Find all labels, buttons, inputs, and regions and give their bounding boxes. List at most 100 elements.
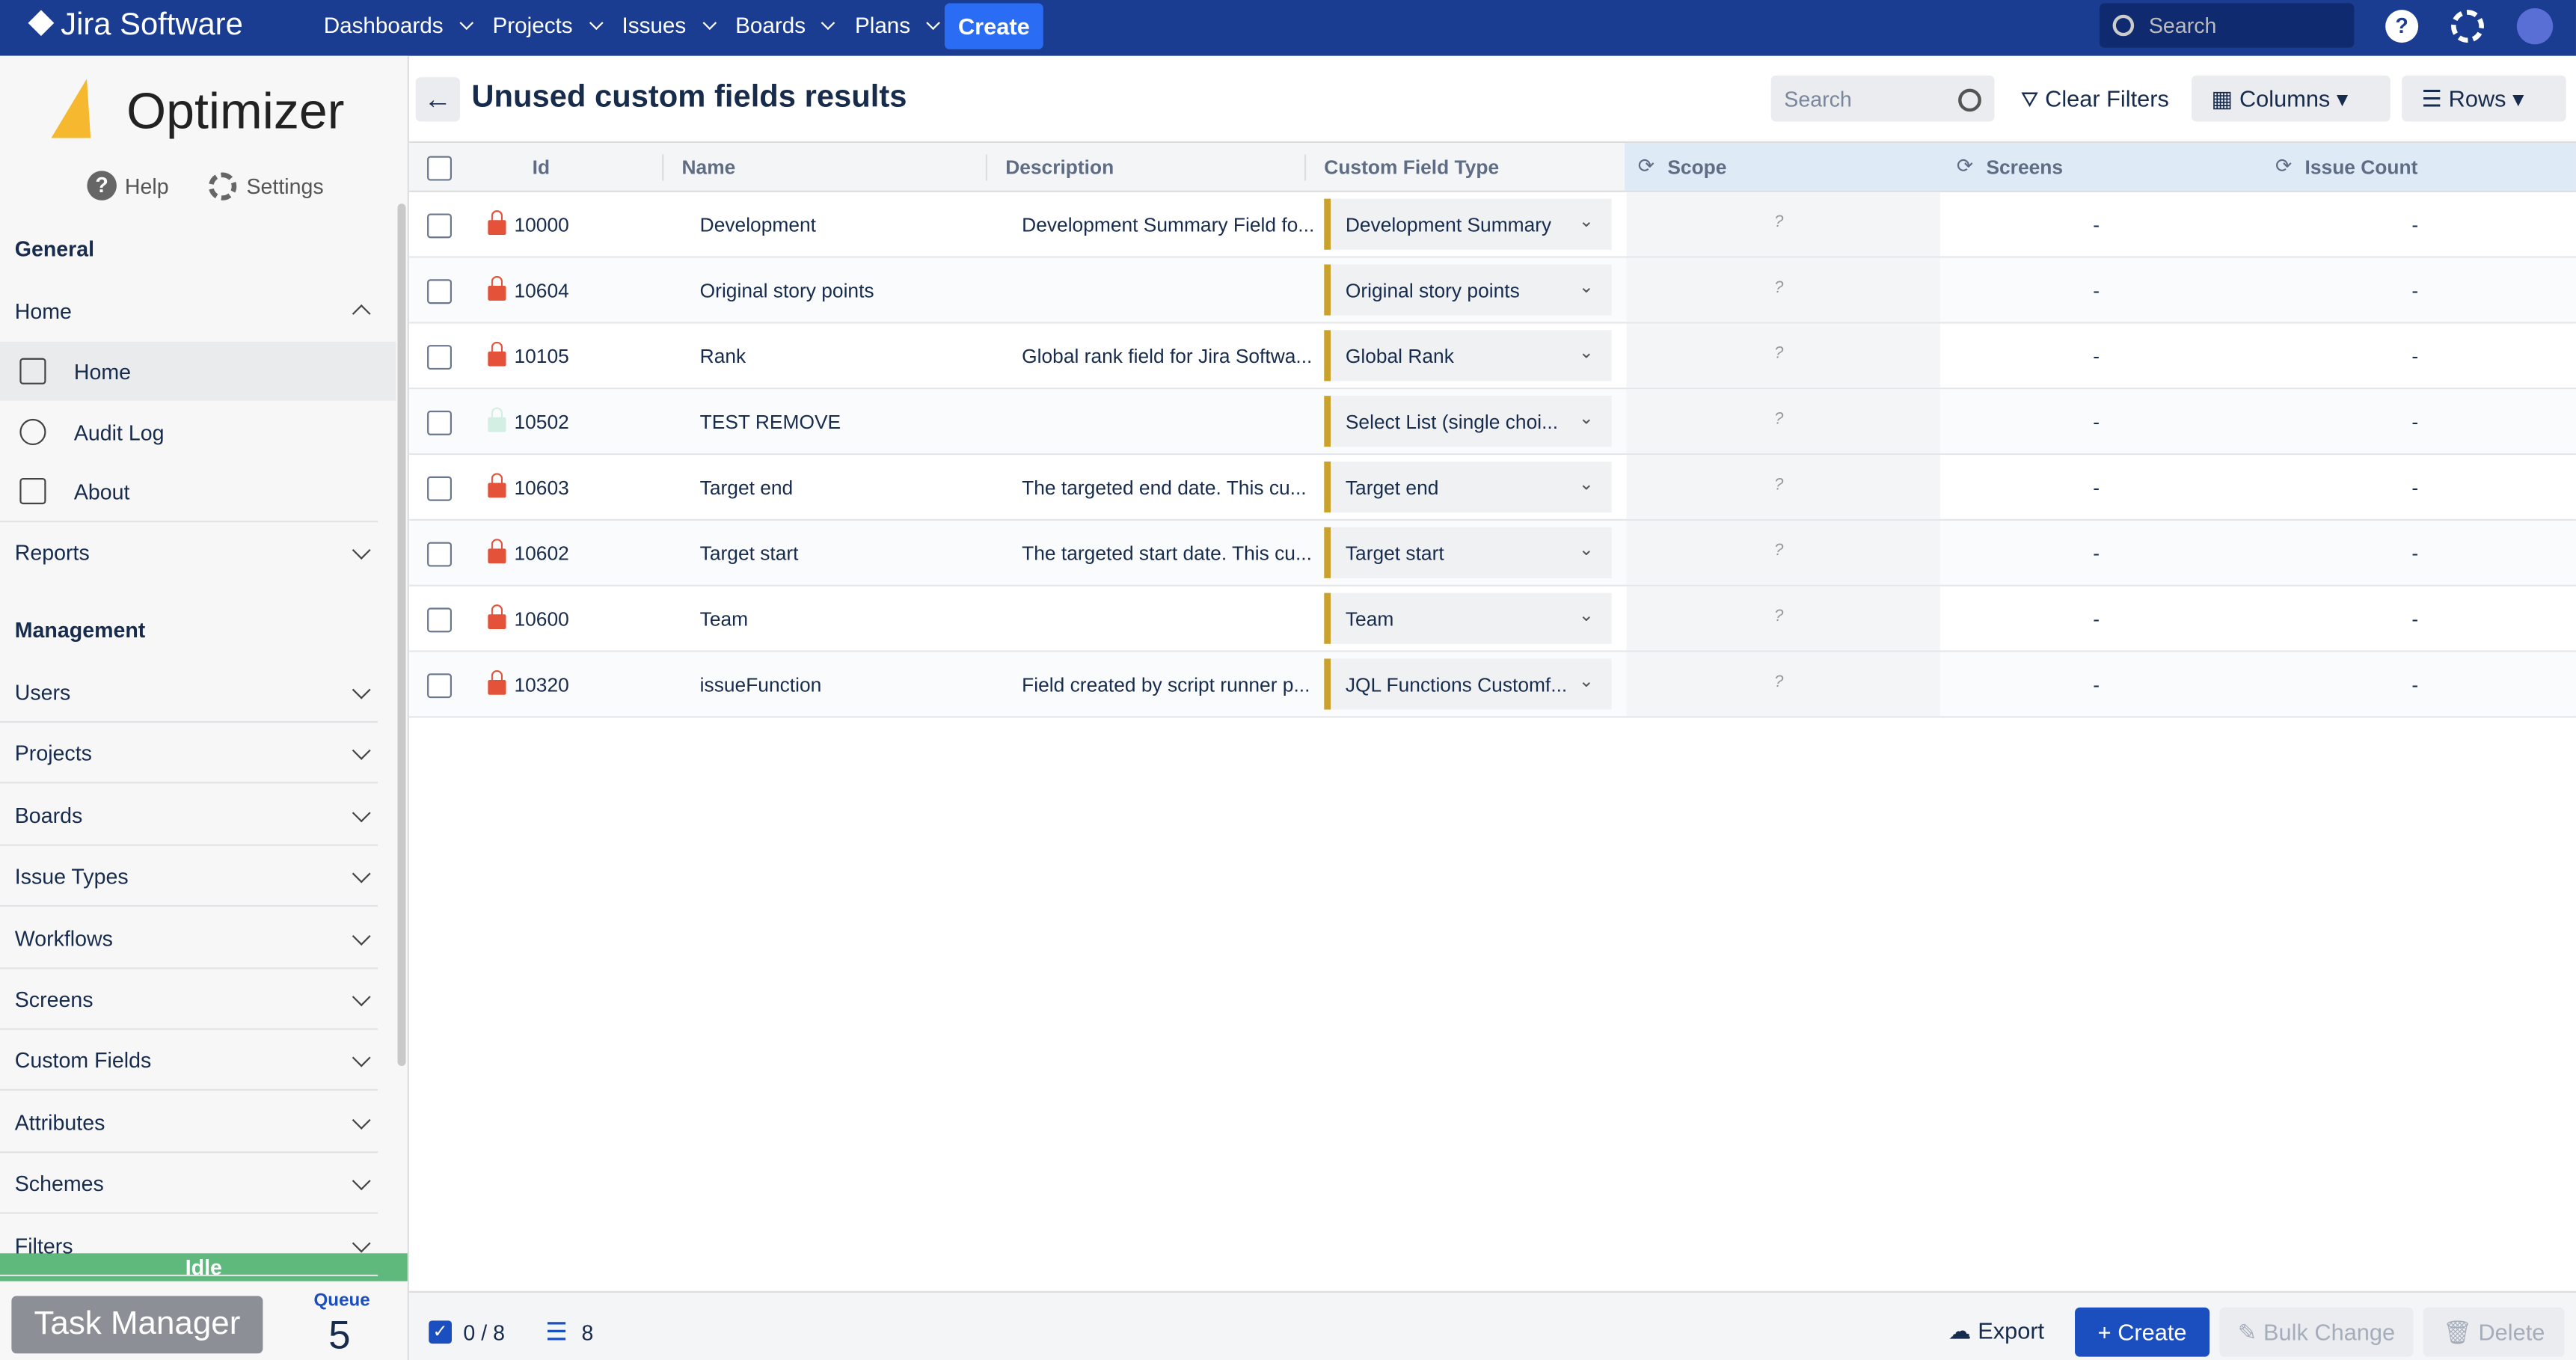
status-bar: Idle [0, 1253, 408, 1281]
search-box[interactable]: Search [2099, 3, 2355, 48]
row-checkbox[interactable] [427, 673, 453, 699]
type-chevron: ⌄ [1578, 474, 1594, 494]
type-select[interactable] [1324, 198, 1612, 250]
cell: ? [1774, 607, 1784, 626]
type-select[interactable] [1324, 527, 1612, 578]
nav-item[interactable]: Users [14, 680, 71, 705]
nav-menu-item[interactable]: Issues [622, 13, 687, 38]
nav-menu-item[interactable]: Projects [492, 13, 573, 38]
help-link[interactable]: Help [124, 174, 169, 199]
create-button[interactable]: Create [944, 3, 1043, 49]
lock-shackle [491, 604, 503, 616]
type-select[interactable] [1324, 461, 1612, 513]
column-header[interactable]: Id [532, 156, 551, 180]
delete-button[interactable]: 🗑 Delete [2423, 1307, 2565, 1357]
cell: - [2093, 279, 2100, 303]
nav-menu-item[interactable]: Plans [854, 13, 911, 38]
row-checkbox[interactable] [427, 542, 453, 567]
queue-label: Queue [313, 1290, 370, 1311]
type-chevron: ⌄ [1578, 672, 1594, 692]
row-checkbox[interactable] [427, 410, 453, 435]
settings-link[interactable]: Settings [246, 174, 324, 199]
cell: issueFunction [699, 673, 822, 696]
cell: 10603 [514, 476, 569, 500]
select-all[interactable] [427, 156, 453, 181]
column-header[interactable]: Screens [1986, 156, 2064, 180]
nav-item[interactable]: Workflows [14, 925, 113, 951]
scope-bg [1626, 389, 1940, 454]
footer: ✓ 0 / 8 ☰ 8 ☁ Export + Create ✎ Bulk Cha… [408, 1290, 2576, 1360]
scope-bg [1626, 192, 1940, 257]
column-header[interactable]: Description [1005, 156, 1114, 180]
column-header[interactable]: Name [681, 156, 736, 180]
logo [28, 10, 55, 37]
type-select[interactable] [1324, 396, 1612, 447]
row-checkbox[interactable] [427, 279, 453, 304]
nav-item[interactable]: Projects [14, 741, 92, 767]
cell: - [2093, 476, 2100, 500]
row-checkbox[interactable] [427, 345, 453, 370]
table-search[interactable]: Search [1770, 76, 1995, 122]
cell: 10000 [514, 213, 569, 237]
rows-button[interactable]: ☰ Rows ▾ [2402, 76, 2566, 122]
nav-item[interactable]: Screens [14, 987, 93, 1012]
type-select[interactable] [1324, 264, 1612, 316]
column-divider [985, 154, 988, 181]
nav-item[interactable]: Reports [14, 540, 90, 566]
column-header[interactable]: Issue Count [2304, 156, 2418, 180]
row-checkbox[interactable] [427, 607, 453, 633]
cell: - [2411, 476, 2419, 500]
avatar[interactable] [2516, 7, 2554, 45]
column-header[interactable]: Scope [1667, 156, 1727, 180]
sep [0, 967, 378, 969]
cell: Target start [699, 542, 799, 566]
task-manager-button[interactable]: Task Manager [11, 1296, 263, 1354]
nav-menu-item[interactable]: Dashboards [323, 13, 444, 38]
nav-menu-item[interactable]: Boards [735, 13, 806, 38]
row-checkbox[interactable] [427, 213, 453, 239]
help-icon[interactable]: ? [2385, 10, 2419, 43]
column-header[interactable]: Custom Field Type [1324, 156, 1500, 180]
columns-button[interactable]: ▦ Columns ▾ [2191, 76, 2391, 122]
nav-subitem[interactable]: Home [73, 359, 132, 385]
nav-item[interactable]: Boards [14, 803, 83, 828]
total-count: 8 [581, 1320, 594, 1346]
nav-item[interactable]: Filters [14, 1233, 73, 1258]
nav-item[interactable]: Custom Fields [14, 1048, 152, 1073]
cell: - [2093, 673, 2100, 696]
type-chevron: ⌄ [1578, 606, 1594, 626]
search-icon [1958, 88, 1981, 112]
chevron [352, 541, 371, 560]
section-heading: General [14, 236, 95, 262]
sep [0, 1273, 378, 1276]
table: Id Name Description Custom Field Type ⟳ Scope… [408, 141, 2576, 1293]
cell: TEST REMOVE [699, 410, 841, 434]
back-button[interactable]: ← [415, 77, 460, 122]
bulk-change-button[interactable]: ✎ Bulk Change [2219, 1307, 2414, 1357]
brand: Jira Software [61, 7, 243, 43]
columns-label: Columns [2239, 85, 2331, 112]
nav-icon [19, 417, 46, 444]
cell: - [2411, 345, 2419, 368]
nav-subitem[interactable]: Audit Log [73, 420, 165, 444]
sep [0, 1151, 378, 1153]
chevron [352, 803, 371, 822]
nav-item[interactable]: Issue Types [14, 864, 129, 889]
export-button[interactable]: ☁ Export [1948, 1317, 2045, 1344]
settings-icon[interactable] [2451, 10, 2484, 43]
cell: ? [1774, 410, 1784, 429]
row-checkbox[interactable] [427, 476, 453, 501]
clear-filters[interactable]: ⛛ Clear Filters [2020, 85, 2169, 112]
type-select[interactable] [1324, 658, 1612, 710]
nav-item[interactable]: Home [14, 298, 72, 324]
select-all-indicator: ✓ [429, 1320, 453, 1344]
bulk-change-label: Bulk Change [2263, 1319, 2396, 1346]
queue-count: 5 [328, 1314, 351, 1359]
nav-subitem[interactable]: About [73, 480, 130, 505]
nav-item[interactable]: Schemes [14, 1171, 104, 1196]
create-row-button[interactable]: + Create [2075, 1307, 2210, 1357]
type-select[interactable] [1324, 330, 1612, 382]
type-select[interactable] [1324, 592, 1612, 644]
nav-item[interactable]: Attributes [14, 1109, 105, 1135]
